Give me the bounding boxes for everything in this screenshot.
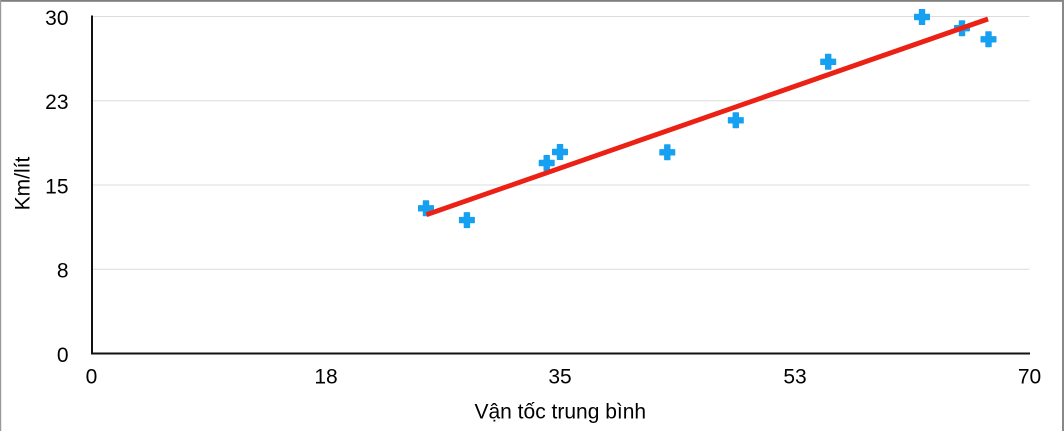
svg-text:8: 8 (57, 260, 69, 283)
svg-text:35: 35 (548, 366, 571, 389)
svg-text:70: 70 (1018, 366, 1041, 389)
svg-text:0: 0 (86, 366, 98, 389)
svg-text:30: 30 (45, 7, 68, 30)
svg-text:18: 18 (314, 366, 337, 389)
svg-text:53: 53 (783, 366, 806, 389)
svg-text:0: 0 (57, 344, 69, 367)
svg-text:15: 15 (45, 175, 68, 198)
svg-text:23: 23 (45, 91, 68, 114)
svg-text:Vận tốc trung bình: Vận tốc trung bình (474, 400, 646, 423)
svg-text:Km/lít: Km/lít (12, 157, 35, 211)
